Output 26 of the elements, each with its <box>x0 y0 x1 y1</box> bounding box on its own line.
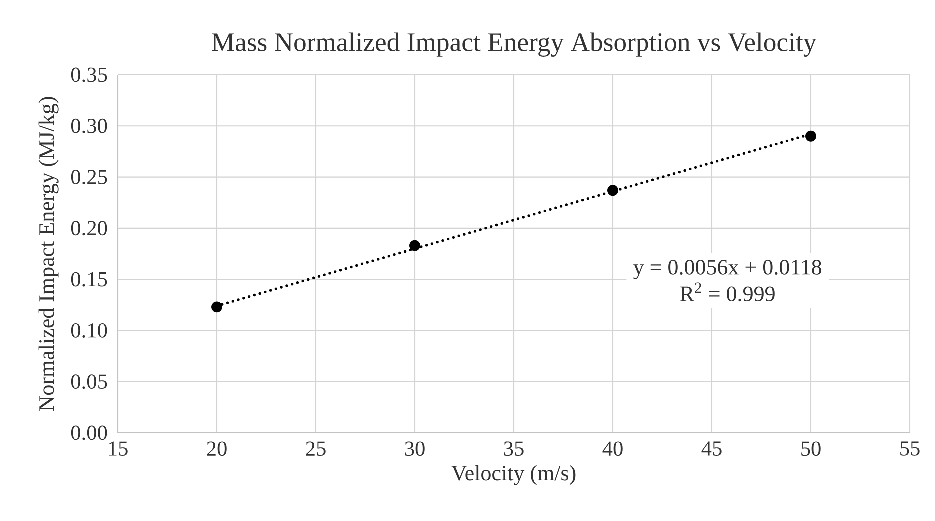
chart-title: Mass Normalized Impact Energy Absorption vs Velocity <box>212 32 817 57</box>
y-tick-label: 0.20 <box>71 221 108 236</box>
y-axis-title: Normalized Impact Energy (MJ/kg) <box>38 97 59 412</box>
annotation: R$^{2}$ = 0.999 <box>680 282 775 302</box>
point <box>410 240 420 252</box>
x-tick-label: 15 <box>109 442 128 456</box>
x-axis-title: Velocity (m/s) <box>452 465 576 486</box>
x-tick-label: 20 <box>207 442 227 456</box>
y-tick-label: 0.25 <box>71 170 108 185</box>
y-tick-label: 0.00 <box>71 426 108 440</box>
point <box>608 185 618 196</box>
x-tick-label: 55 <box>900 442 920 456</box>
x-tick-label: 50 <box>802 442 821 456</box>
y-tick-label: 0.35 <box>71 68 108 82</box>
y-tick-label: 0.30 <box>71 118 108 134</box>
point <box>212 302 222 313</box>
x-tick-label: 30 <box>405 442 425 456</box>
y-tick-label: 0.15 <box>71 272 108 287</box>
point <box>806 130 816 142</box>
x-tick-label: 25 <box>306 442 326 456</box>
y-tick-label: 0.10 <box>71 323 108 338</box>
y-tick-label: 0.05 <box>71 374 108 390</box>
x-tick-label: 35 <box>504 442 524 456</box>
x-tick-label: 45 <box>702 442 722 456</box>
annotation: y = 0.0056x + 0.0118 <box>634 260 822 280</box>
x-tick-label: 40 <box>602 442 623 456</box>
